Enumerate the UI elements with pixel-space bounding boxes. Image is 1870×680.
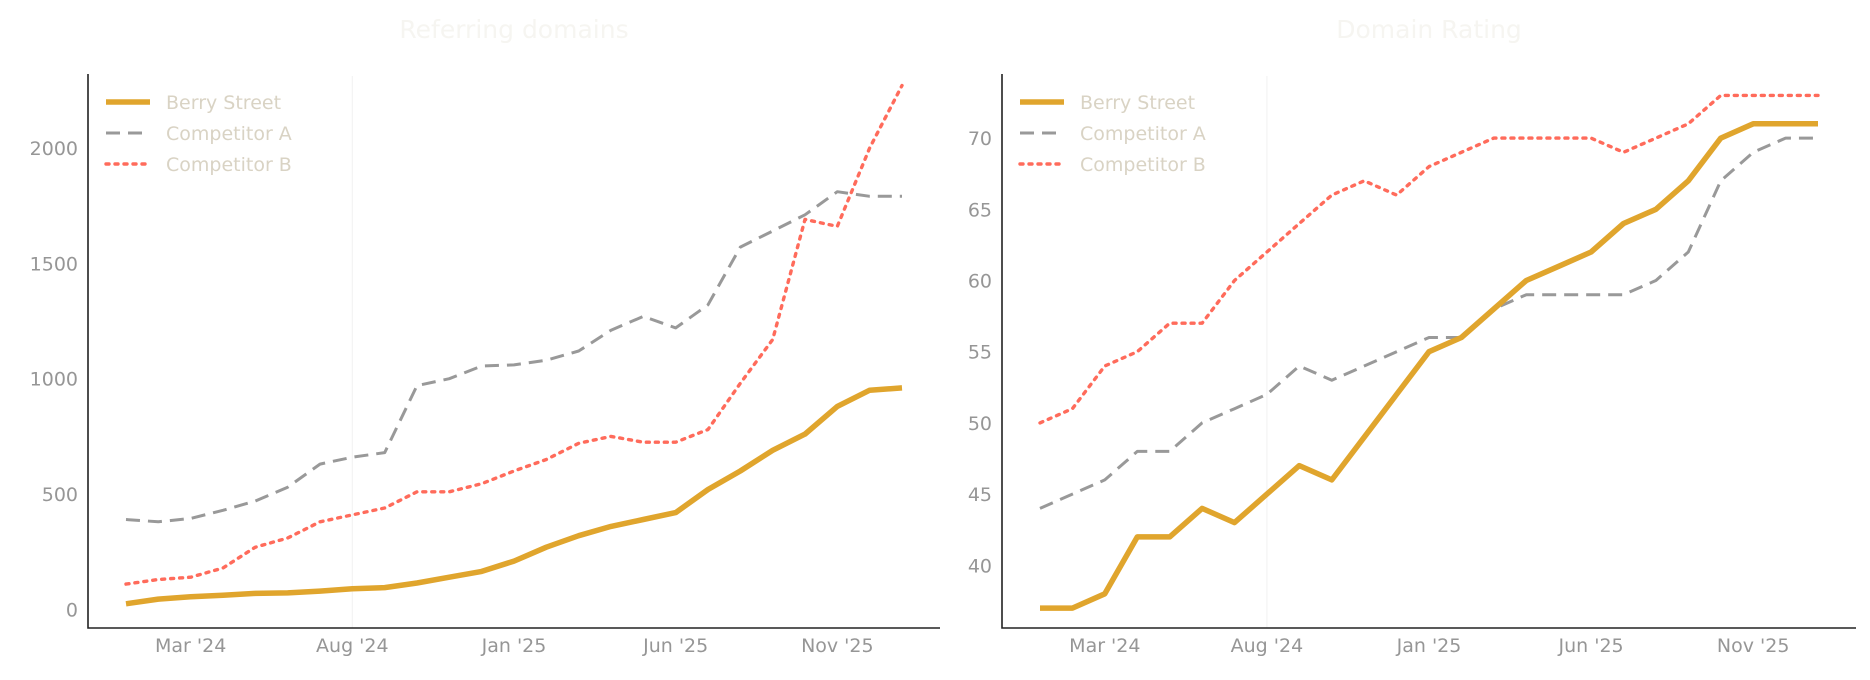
legend-label: Competitor B <box>1080 154 1206 176</box>
x-tick-label: Jun '25 <box>1558 635 1624 657</box>
x-tick-label: Jan '25 <box>1396 635 1462 657</box>
x-tick-label: Mar '24 <box>1069 635 1140 657</box>
x-tick-label: Nov '25 <box>1717 635 1790 657</box>
legend: Berry Street Competitor A Competitor B <box>1018 92 1206 176</box>
x-tick-label: Jun '25 <box>642 635 708 657</box>
y-tick-label: 40 <box>968 555 992 577</box>
y-tick-label: 55 <box>968 342 992 364</box>
series-line-competitor-b <box>124 83 904 586</box>
series-line-competitor-a <box>125 190 902 524</box>
y-tick-label: 1000 <box>30 369 78 391</box>
x-tick-label: Aug '24 <box>316 635 389 657</box>
y-tick-label: 70 <box>968 128 992 150</box>
legend: Berry Street Competitor A Competitor B <box>104 92 292 176</box>
y-tick-label: 1500 <box>30 253 78 275</box>
x-tick-label: Jan '25 <box>481 635 547 657</box>
x-tick-label: Mar '24 <box>155 635 226 657</box>
y-tick-label: 0 <box>66 600 78 622</box>
y-tick-label: 50 <box>968 413 992 435</box>
series-line-berry-street <box>125 385 903 607</box>
chart-title: Referring domains <box>399 15 628 44</box>
legend-label: Competitor A <box>166 123 292 145</box>
series-line-competitor-a <box>1039 136 1818 510</box>
y-tick-label: 500 <box>42 484 78 506</box>
legend-label: Competitor B <box>166 154 292 176</box>
x-tick-label: Nov '25 <box>801 635 874 657</box>
y-tick-label: 60 <box>968 271 992 293</box>
x-tick-label: Aug '24 <box>1231 635 1304 657</box>
series-line-competitor-b <box>1038 93 1820 425</box>
axes-spines <box>1001 74 1856 629</box>
chart-panel-domain-rating: Domain Rating 40 45 50 55 60 65 70 Mar '24 Aug '2… <box>968 15 1856 657</box>
chart-title: Domain Rating <box>1336 15 1522 44</box>
legend-label: Berry Street <box>166 92 281 114</box>
y-tick-label: 65 <box>968 199 992 221</box>
axes-spines <box>87 74 940 629</box>
y-tick-label: 2000 <box>30 138 78 160</box>
legend-label: Competitor A <box>1080 123 1206 145</box>
series-line-berry-street <box>1040 121 1818 611</box>
legend-label: Berry Street <box>1080 92 1195 114</box>
chart-panel-referring-domains: Referring domains 0 500 1000 1500 2000 Mar '24… <box>30 15 940 657</box>
y-tick-label: 45 <box>968 484 992 506</box>
